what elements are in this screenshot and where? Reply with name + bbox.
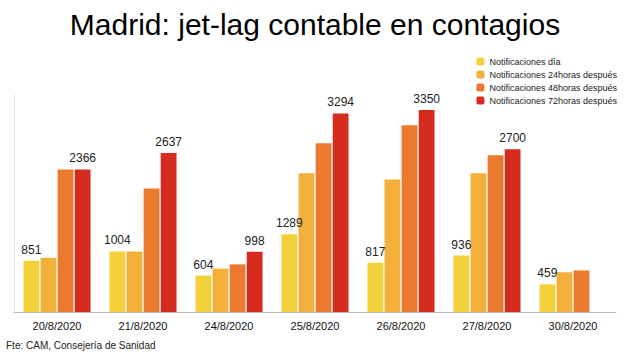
svg-text:Fte: CAM, Consejería de Sanida: Fte: CAM, Consejería de Sanidad (6, 340, 156, 351)
svg-text:998: 998 (245, 234, 265, 248)
svg-text:20/8/2020: 20/8/2020 (33, 320, 82, 332)
svg-text:30/8/2020: 30/8/2020 (549, 320, 598, 332)
svg-text:3294: 3294 (327, 95, 354, 109)
svg-text:Notificaciones 24horas después: Notificaciones 24horas después (489, 70, 617, 80)
svg-text:459: 459 (537, 266, 557, 280)
svg-text:27/8/2020: 27/8/2020 (463, 320, 512, 332)
svg-text:2700: 2700 (499, 131, 526, 145)
svg-text:Notificaciones día: Notificaciones día (489, 57, 560, 67)
svg-text:1289: 1289 (276, 216, 303, 230)
svg-text:936: 936 (451, 238, 471, 252)
svg-text:26/8/2020: 26/8/2020 (377, 320, 426, 332)
svg-text:817: 817 (365, 245, 385, 259)
svg-text:24/8/2020: 24/8/2020 (205, 320, 254, 332)
svg-text:1004: 1004 (104, 233, 131, 247)
svg-text:Madrid: jet-lag contable en co: Madrid: jet-lag contable en contagios (70, 8, 560, 41)
svg-text:25/8/2020: 25/8/2020 (291, 320, 340, 332)
svg-text:3350: 3350 (413, 92, 440, 106)
svg-text:2366: 2366 (69, 151, 96, 165)
svg-text:604: 604 (193, 258, 213, 272)
svg-text:Notificaciones 48horas después: Notificaciones 48horas después (489, 83, 617, 93)
svg-text:2637: 2637 (155, 135, 182, 149)
svg-text:Notificaciones 72horas después: Notificaciones 72horas después (489, 96, 617, 106)
svg-text:21/8/2020: 21/8/2020 (119, 320, 168, 332)
svg-text:851: 851 (21, 243, 41, 257)
